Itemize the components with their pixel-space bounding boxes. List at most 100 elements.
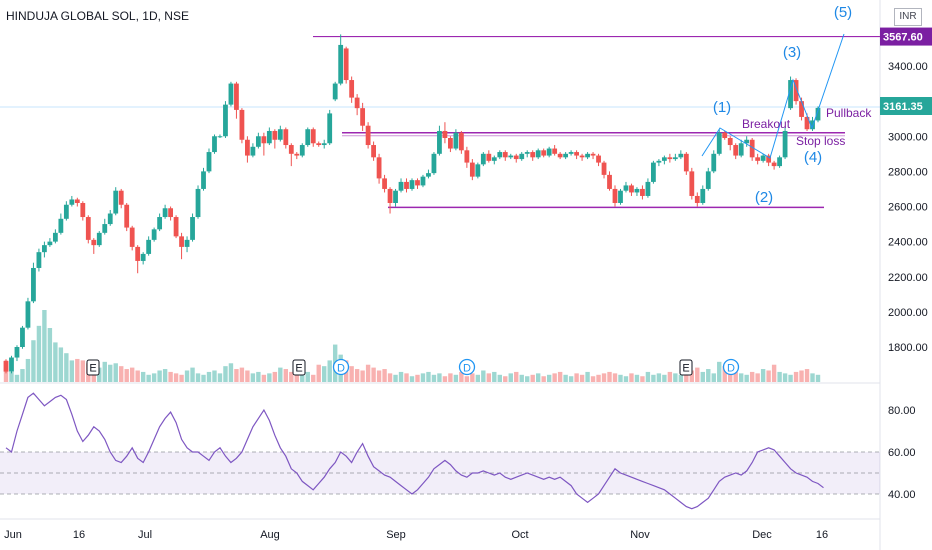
time-tick-label: Jun [4, 529, 22, 541]
wave-label: (4) [804, 149, 822, 166]
volume-bar [168, 371, 173, 382]
candle-body [568, 152, 574, 154]
volume-bar [475, 374, 481, 382]
candle-body [727, 138, 733, 146]
candle-body [272, 130, 278, 140]
candle-body [118, 190, 124, 205]
volume-bar [629, 373, 634, 382]
candle-body [162, 208, 168, 218]
volume-bar [579, 374, 585, 382]
candle-body [513, 155, 519, 160]
candle-body [245, 139, 250, 156]
wave-path [701, 33, 845, 159]
volume-bar [261, 374, 267, 382]
event-marker-label: D [463, 363, 471, 375]
candle-body [343, 48, 349, 81]
time-tick-label: 16 [816, 529, 828, 541]
dividend-marker [722, 358, 740, 376]
candle-body [404, 181, 409, 189]
candle-body [382, 178, 387, 189]
volume-bar [223, 366, 228, 382]
volume-bar [437, 373, 442, 382]
candle-body [661, 157, 667, 161]
candle-body [201, 171, 206, 189]
volume-bar [305, 371, 310, 382]
volume-bar [47, 328, 53, 382]
volume-bar [607, 371, 612, 382]
volume-bar [173, 373, 179, 382]
candle-body [497, 152, 503, 158]
volume-bar [431, 374, 437, 382]
volume-bar [228, 363, 234, 382]
candle-body [426, 173, 431, 177]
candle-body [629, 185, 634, 193]
volume-bar [316, 364, 321, 382]
volume-bar [804, 369, 810, 382]
candle-body [777, 157, 782, 167]
candle-body [36, 252, 42, 268]
candle-body [700, 188, 706, 203]
candle-body [80, 202, 86, 218]
candle-body [458, 132, 464, 151]
last-price: 3161.35 [883, 101, 923, 113]
earnings-marker [86, 359, 100, 376]
volume-bar [102, 361, 107, 382]
volume-bar [289, 371, 294, 382]
candle-body [124, 204, 130, 228]
volume-bar [706, 369, 711, 382]
candle-body [442, 130, 448, 139]
volume-bar [376, 370, 382, 382]
volume-bar [810, 373, 815, 382]
candle-body [91, 239, 97, 246]
candle-body [524, 152, 530, 154]
volume-bar [590, 376, 596, 382]
candle-body [667, 157, 673, 160]
volume-bar [365, 364, 371, 382]
volume-bar [80, 360, 86, 382]
time-tick-label: Jul [138, 529, 152, 541]
volume-bar [782, 373, 788, 382]
candle-body [535, 150, 541, 158]
volume-bar [733, 371, 738, 382]
candle-body [705, 171, 711, 189]
event-marker-label: E [682, 363, 689, 375]
volume-bar [234, 369, 239, 382]
candle-body [157, 217, 163, 230]
volume-bar [760, 369, 766, 382]
candle-body [85, 217, 91, 240]
candle-body [755, 157, 761, 161]
candle-body [146, 239, 152, 254]
volume-bar [459, 371, 464, 382]
volume-bar [217, 373, 223, 382]
last-price-tag [880, 97, 932, 115]
candle-body [744, 139, 750, 144]
candle-body [212, 136, 217, 153]
volume-bar [398, 371, 404, 382]
candle-body [672, 157, 678, 160]
candle-body [678, 153, 684, 158]
volume-bar [481, 370, 486, 382]
volume-bar [618, 374, 623, 382]
volume-bar [387, 373, 393, 382]
volume-bar [58, 347, 64, 382]
volume-bar [448, 373, 453, 382]
volume-bar [31, 340, 36, 382]
candle-body [398, 181, 404, 191]
candle-body [190, 217, 195, 240]
candle-body [793, 80, 799, 102]
candle-body [596, 155, 601, 163]
currency-button[interactable]: INR [894, 8, 922, 26]
candle-body [20, 327, 25, 347]
volume-bar [667, 371, 673, 382]
rsi-tick-label: 40.00 [888, 489, 916, 501]
candle-body [508, 155, 514, 158]
candle-body [42, 245, 47, 253]
candle-body [393, 190, 398, 203]
candle-body [431, 153, 437, 174]
candle-body [623, 185, 629, 191]
candle-body [612, 188, 618, 203]
volume-bar [129, 367, 135, 382]
candle-body [464, 150, 470, 163]
candle-body [788, 80, 793, 109]
